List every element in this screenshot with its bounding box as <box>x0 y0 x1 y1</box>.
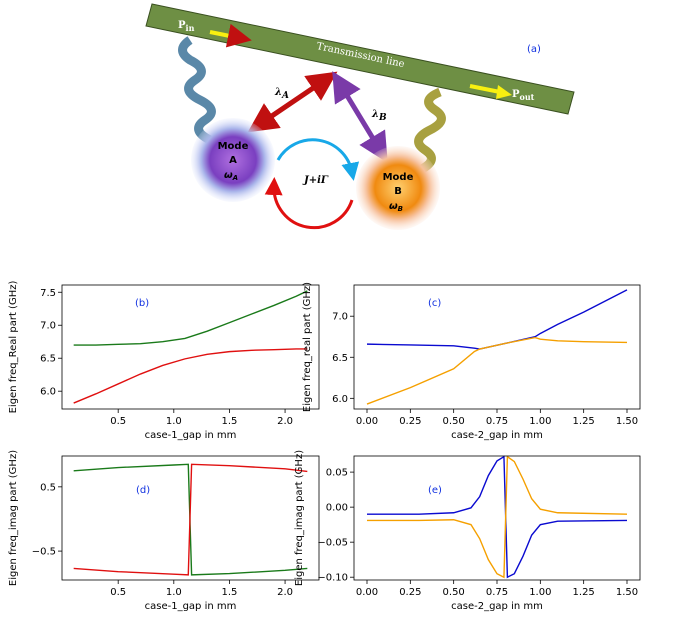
mode-a-title: Mode <box>218 141 249 152</box>
series-line <box>366 289 628 350</box>
spring-b <box>414 87 446 175</box>
x-axis-label: case-1_gap in mm <box>145 430 237 441</box>
lambda-a-arrow <box>247 71 338 133</box>
lambda-a: λA <box>274 87 289 101</box>
coupling-arrow-top <box>276 138 360 181</box>
p-out-sub: out <box>520 92 535 102</box>
p-in-main: P <box>178 20 186 31</box>
lambda-b-arrow <box>332 71 388 163</box>
mode-a <box>191 118 275 202</box>
x-tick-label: 1.0 <box>166 416 182 427</box>
lambda-b: λB <box>371 109 387 123</box>
x-tick-label: 0.25 <box>399 416 421 427</box>
series-line <box>366 336 628 405</box>
mode-b-freq-main: ω <box>389 201 398 212</box>
lambda-a-main: λ <box>274 87 282 98</box>
x-tick-label: 0.5 <box>110 416 126 427</box>
mode-b <box>356 146 440 230</box>
x-axis-label: case-1_gap in mm <box>145 601 237 612</box>
x-tick-label: 1.00 <box>529 416 551 427</box>
series-line <box>367 455 628 579</box>
lambda-b-main: λ <box>371 109 379 120</box>
y-tick-label: 6.5 <box>332 353 348 364</box>
y-tick-label: 0.00 <box>326 503 348 514</box>
panel-label: (d) <box>136 485 150 496</box>
y-tick-label: −0.5 <box>32 547 56 558</box>
p-out-main: P <box>512 89 520 100</box>
y-tick-label: 7.0 <box>40 321 56 332</box>
x-tick-label: 0.5 <box>110 587 126 598</box>
plot-frame <box>61 455 320 581</box>
y-tick-label: 7.0 <box>332 312 348 323</box>
x-tick-label: 1.0 <box>166 587 182 598</box>
mode-a-freq-main: ω <box>224 170 233 181</box>
mode-b-freq: ωB <box>389 201 403 213</box>
y-tick-label: −0.10 <box>317 573 348 584</box>
spring-a <box>178 36 216 145</box>
series-line <box>73 290 308 346</box>
y-tick-label: 0.05 <box>326 468 348 479</box>
arrow-in <box>209 23 252 48</box>
mode-b-name: B <box>394 186 402 197</box>
x-tick-label: 1.5 <box>221 416 237 427</box>
y-tick-label: 6.0 <box>332 394 348 405</box>
arrow-out-head <box>496 85 512 99</box>
mode-a-freq: ωA <box>224 170 238 182</box>
series-line <box>73 348 308 404</box>
x-tick-label: 1.25 <box>573 587 595 598</box>
x-tick-label: 0.50 <box>443 416 465 427</box>
x-tick-label: 0.00 <box>356 416 378 427</box>
panel-label: (a) <box>527 44 541 55</box>
y-tick-label: 7.5 <box>40 288 56 299</box>
mode-b-title: Mode <box>383 172 414 183</box>
x-tick-label: 2.0 <box>277 416 293 427</box>
y-tick-label: −0.05 <box>317 538 348 549</box>
x-tick-label: 0.75 <box>486 587 508 598</box>
x-axis-label: case-2_gap in mm <box>451 430 543 441</box>
p-out: Pout <box>512 89 535 102</box>
y-axis-label: Eigen freq_Real part (GHz) <box>8 281 19 414</box>
x-tick-label: 0.50 <box>443 587 465 598</box>
x-tick-label: 0.00 <box>356 587 378 598</box>
plot-frame <box>61 284 320 410</box>
coupling-arrow-bottom <box>264 177 354 230</box>
mode-b-freq-sub: B <box>398 205 403 213</box>
panel-label: (c) <box>428 298 441 309</box>
y-axis-label: Eigen freq_real part (GHz) <box>302 282 313 412</box>
mode-a-freq-sub: A <box>232 174 238 182</box>
y-tick-label: 6.5 <box>40 354 56 365</box>
x-tick-label: 0.75 <box>486 416 508 427</box>
plot-frame <box>353 455 641 581</box>
x-tick-label: 1.00 <box>529 587 551 598</box>
x-tick-label: 1.50 <box>616 416 638 427</box>
coupling: J+iΓ <box>302 175 329 186</box>
x-tick-label: 0.25 <box>399 587 421 598</box>
x-tick-label: 1.25 <box>573 416 595 427</box>
series-line <box>367 455 628 579</box>
x-axis-label: case-2_gap in mm <box>451 601 543 612</box>
series-line <box>73 463 308 576</box>
arrow-out <box>469 84 501 94</box>
panel-label: (e) <box>428 485 442 496</box>
y-tick-label: 0.5 <box>40 482 56 493</box>
p-in-sub: in <box>186 23 195 33</box>
panel-label: (b) <box>135 298 149 309</box>
diagram: Pin Transmission line Pout (a) λA λB Mod… <box>145 3 575 230</box>
charts: 0.5 1.0 1.5 2.0 6.0 6.5 7.0 7.5 case-1_gap in mm… <box>8 281 641 612</box>
p-in: Pin <box>178 20 195 33</box>
mode-a-text: Mode A ωA <box>218 141 249 182</box>
x-tick-label: 1.5 <box>221 587 237 598</box>
x-tick-label: 2.0 <box>277 587 293 598</box>
transmission-line <box>145 3 575 115</box>
y-axis-label: Eigen freq_imag part (GHz) <box>8 450 19 586</box>
mode-a-name: A <box>229 155 237 166</box>
plot-frame <box>353 284 641 410</box>
y-tick-label: 6.0 <box>40 387 56 398</box>
y-axis-label: Eigen freq_imag part (GHz) <box>294 450 305 586</box>
lambda-a-sub: A <box>281 91 289 101</box>
lambda-b-sub: B <box>378 113 387 123</box>
mode-b-text: Mode B ωB <box>383 172 414 213</box>
x-tick-label: 1.50 <box>616 587 638 598</box>
